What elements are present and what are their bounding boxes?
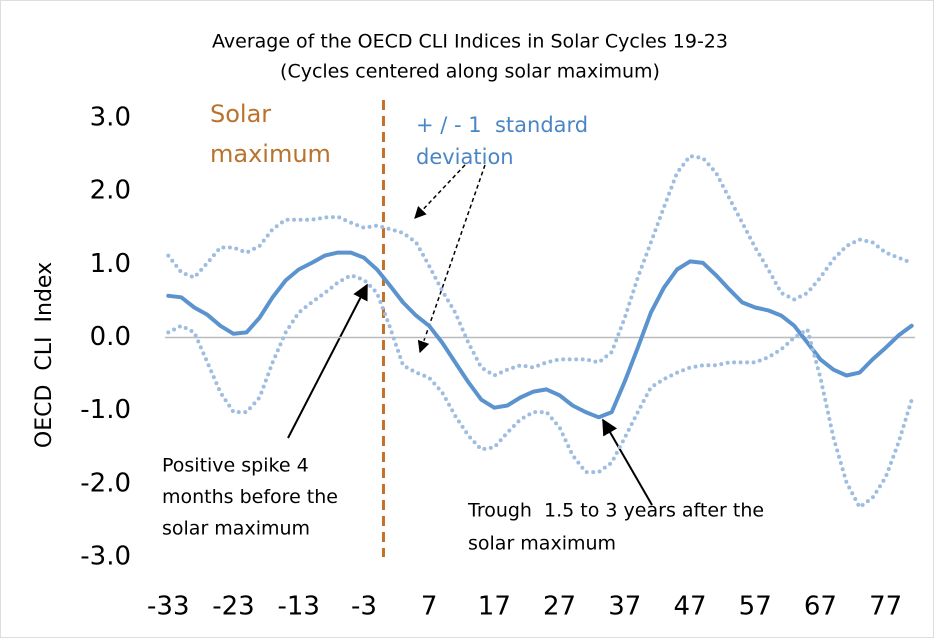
x-tick-label: 57 — [739, 592, 772, 622]
arrow — [414, 164, 466, 219]
y-tick-label: 1.0 — [90, 249, 131, 279]
y-tick-label: 0.0 — [90, 322, 131, 352]
x-tick-label: -13 — [277, 592, 319, 622]
x-tick-label: 67 — [804, 592, 837, 622]
y-tick-label: -3.0 — [80, 542, 131, 572]
x-tick-label: -33 — [147, 592, 189, 622]
annotation: Trough 1.5 to 3 years after the — [467, 500, 764, 522]
x-tick-label: 7 — [421, 592, 438, 622]
x-tick-label: 77 — [869, 592, 902, 622]
y-tick-label: -2.0 — [80, 468, 131, 498]
x-tick-label: 47 — [673, 592, 706, 622]
annotation: maximum — [210, 140, 331, 168]
band-line — [166, 154, 914, 378]
annotation: deviation — [416, 145, 514, 169]
annotation: solar maximum — [162, 518, 310, 540]
y-tick-label: -1.0 — [80, 395, 131, 425]
y-tick-label: 3.0 — [90, 103, 131, 133]
x-tick-label: 27 — [543, 592, 576, 622]
annotation: + / - 1 standard — [416, 113, 588, 137]
x-tick-label: 37 — [608, 592, 641, 622]
annotation: Solar — [210, 100, 271, 128]
chart-title: Average of the OECD CLI Indices in Solar… — [212, 31, 728, 53]
arrow — [417, 164, 486, 354]
x-tick-label: -23 — [212, 592, 254, 622]
x-tick-label: 17 — [478, 592, 511, 622]
annotation: solar maximum — [468, 533, 616, 555]
band-line — [166, 273, 914, 510]
arrow — [287, 283, 368, 439]
y-axis-label: OECD CLI Index — [32, 262, 57, 448]
arrow — [602, 418, 653, 506]
mean-line — [166, 250, 914, 420]
annotation: Positive spike 4 — [162, 455, 309, 477]
x-tick-label: -3 — [351, 592, 377, 622]
chart-subtitle: (Cycles centered along solar maximum) — [280, 61, 660, 83]
y-tick-label: 2.0 — [90, 176, 131, 206]
annotation: months before the — [162, 486, 338, 508]
